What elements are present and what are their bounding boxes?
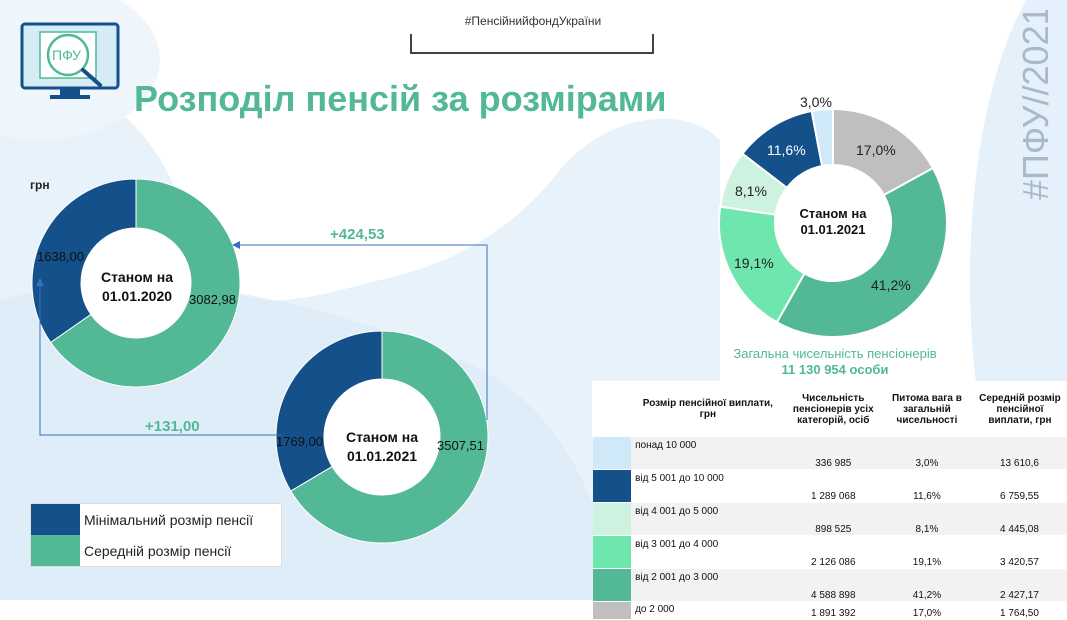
donut-2021-minimum-value: 1769,00 xyxy=(276,434,323,449)
table-cell-average: 4 445,08 xyxy=(971,502,1067,536)
table-row: до 2 000 1 891 392 17,0% 1 764,50 xyxy=(593,601,1067,620)
table-cell-share: 11,6% xyxy=(881,469,972,503)
legend-label-minimum: Мінімальний розмір пенсії xyxy=(84,511,254,528)
pie-label-3001-4000: 19,1% xyxy=(734,255,774,271)
table-cell-count: 336 985 xyxy=(784,437,882,470)
donut-chart-2021 xyxy=(275,330,489,544)
donut-2020-minimum-value: 1638,00 xyxy=(37,249,84,264)
pie-label-4001-5000: 8,1% xyxy=(735,183,767,199)
table-header-average: Середній розмір пенсійної виплати, грн xyxy=(970,381,1067,437)
hashtag-label: #ПенсійнийфондУкраїни xyxy=(464,14,602,28)
donut-chart-2020 xyxy=(31,178,241,388)
table-cell-count: 2 126 086 xyxy=(784,535,882,569)
table-row: від 4 001 до 5 000 898 525 8,1% 4 445,08 xyxy=(593,502,1067,536)
pie-label-2001-3000: 41,2% xyxy=(871,277,911,293)
table-cell-count: 898 525 xyxy=(784,502,882,536)
table-swatch xyxy=(593,502,632,536)
table-swatch xyxy=(593,535,632,569)
hashtag-underline xyxy=(410,34,654,54)
table-cell-share: 3,0% xyxy=(881,437,972,470)
vertical-hashtag-block: #ПФУ//2021 xyxy=(1015,10,1056,200)
donut-2021-center-label: Станом на 01.01.2021 xyxy=(345,429,419,464)
pie-label-over-10000: 3,0% xyxy=(800,94,832,110)
legend-label-average: Середній розмір пенсії xyxy=(84,542,232,559)
page-title: Розподіл пенсій за розмірами xyxy=(134,78,667,119)
logo-text: ПФУ xyxy=(52,47,81,63)
pie-label-up-to-2000: 17,0% xyxy=(856,142,896,158)
table-cell-average: 1 764,50 xyxy=(971,601,1067,620)
table-row: від 2 001 до 3 000 4 588 898 41,2% 2 427… xyxy=(593,568,1067,602)
distribution-center-label: Станом на 01.01.2021 xyxy=(799,206,867,237)
table-header-count: Чисельність пенсіонерів усіх категорій, … xyxy=(783,381,882,437)
table-cell-average: 13 610,6 xyxy=(971,437,1067,470)
minimum-increase-arrow xyxy=(36,278,281,436)
table-row: від 5 001 до 10 000 1 289 068 11,6% 6 75… xyxy=(593,469,1067,503)
table-cell-share: 19,1% xyxy=(881,535,972,569)
table-cell-count: 4 588 898 xyxy=(784,568,882,602)
table-cell-average: 2 427,17 xyxy=(971,568,1067,602)
chart-legend: Мінімальний розмір пенсії Середній розмі… xyxy=(30,503,282,567)
table-cell-size: до 2 000 xyxy=(631,601,785,620)
minimum-difference: +131,00 xyxy=(145,418,200,435)
legend-item-average: Середній розмір пенсії xyxy=(31,535,231,566)
vertical-hashtag: #ПФУ//2021 xyxy=(1015,10,1056,200)
table-header-size: Розмір пенсійної виплати, грн xyxy=(630,381,785,437)
legend-swatch-average xyxy=(31,535,80,566)
table-swatch xyxy=(593,568,632,602)
table-cell-size: від 5 001 до 10 000 xyxy=(631,469,785,503)
donut-2020-average-value: 3082,98 xyxy=(189,292,236,307)
table-row: від 3 001 до 4 000 2 126 086 19,1% 3 420… xyxy=(593,535,1067,569)
average-difference: +424,53 xyxy=(330,226,385,243)
table-header-swatch xyxy=(591,381,632,437)
table-swatch xyxy=(593,469,632,503)
table-cell-average: 6 759,55 xyxy=(971,469,1067,503)
table-cell-share: 8,1% xyxy=(881,502,972,536)
donut-2021-hole xyxy=(324,379,440,495)
donut-2021-average-value: 3507,51 xyxy=(437,438,484,453)
total-pensioners-value: 11 130 954 особи xyxy=(781,362,889,377)
legend-item-minimum: Мінімальний розмір пенсії xyxy=(31,504,253,535)
table-swatch xyxy=(593,601,632,620)
table-cell-count: 1 289 068 xyxy=(784,469,882,503)
donut-2020-hole xyxy=(81,228,191,338)
distribution-donut-chart xyxy=(718,108,948,338)
table-header-share: Питома вага в загальній чисельності xyxy=(880,381,972,437)
table-cell-size: понад 10 000 xyxy=(631,437,785,470)
distribution-table: Розмір пенсійної виплати, грн Чисельніст… xyxy=(591,381,1067,620)
unit-label: грн xyxy=(30,178,50,192)
average-increase-arrow xyxy=(232,241,488,420)
table-row: понад 10 000 336 985 3,0% 13 610,6 xyxy=(593,437,1067,470)
donut-2020-center-label: Станом на 01.01.2020 xyxy=(100,269,174,304)
table-cell-size: від 3 001 до 4 000 xyxy=(631,535,785,569)
total-pensioners-label: Загальна чисельність пенсіонерів xyxy=(733,346,937,361)
table-cell-average: 3 420,57 xyxy=(971,535,1067,569)
difference-arrows xyxy=(36,241,488,436)
table-header-row: Розмір пенсійної виплати, грн Чисельніст… xyxy=(591,381,1067,437)
legend-swatch-minimum xyxy=(31,504,80,535)
distribution-hole xyxy=(775,165,891,281)
table-cell-count: 1 891 392 xyxy=(784,601,882,620)
table-swatch xyxy=(593,437,632,470)
table-cell-share: 17,0% xyxy=(881,601,972,620)
monitor-magnifier-icon xyxy=(20,22,120,99)
pie-label-5001-10000: 11,6% xyxy=(767,142,806,158)
table-cell-size: від 2 001 до 3 000 xyxy=(631,568,785,602)
table-cell-size: від 4 001 до 5 000 xyxy=(631,502,785,536)
table-cell-share: 41,2% xyxy=(881,568,972,602)
